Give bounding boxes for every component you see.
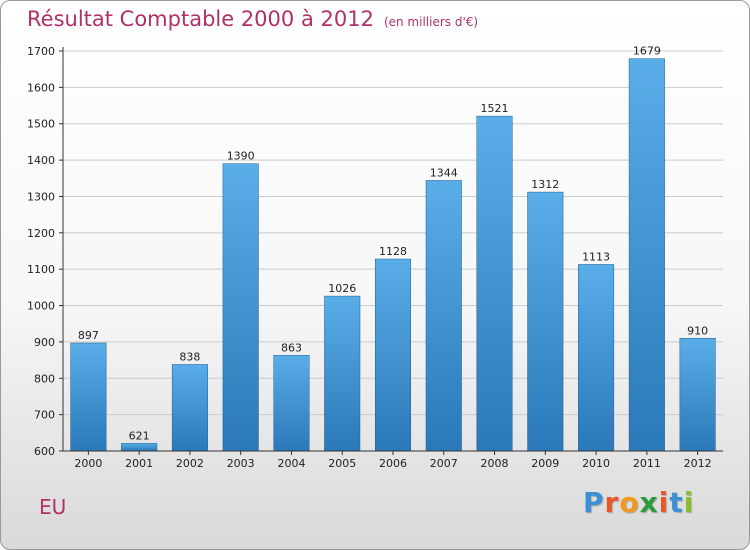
x-tick-label-2004: 2004 [277, 457, 305, 470]
data-label-2009: 1312 [531, 178, 559, 191]
data-label-2010: 1113 [582, 250, 610, 263]
x-tick-label-2011: 2011 [633, 457, 661, 470]
data-label-2011: 1679 [633, 45, 661, 58]
axes: 600 700 800 900 1000 1100 1200 1300 1400 1500 1600… [27, 45, 723, 470]
y-tick-label: 1300 [27, 190, 55, 203]
x-tick-label-2003: 2003 [227, 457, 255, 470]
x-tick-label-2000: 2000 [74, 457, 102, 470]
y-tick-label: 1600 [27, 81, 55, 94]
bar-2009 [527, 191, 564, 452]
y-tick-label: 1000 [27, 300, 55, 313]
bar-2010 [578, 264, 615, 452]
y-tick-label: 700 [34, 409, 55, 422]
chart-title-text: Résultat Comptable 2000 à 2012 [27, 7, 374, 31]
x-tick-label-2006: 2006 [379, 457, 407, 470]
y-tick-label: 1200 [27, 227, 55, 240]
data-label-2008: 1521 [481, 102, 509, 115]
y-tick-label: 1700 [27, 45, 55, 58]
data-label-2007: 1344 [430, 166, 458, 179]
bar-2008 [476, 115, 513, 452]
x-tick-label-2007: 2007 [430, 457, 458, 470]
bar-2000 [70, 342, 107, 452]
data-label-2000: 897 [78, 329, 99, 342]
data-label-2003: 1390 [227, 150, 255, 163]
chart-subtitle: (en milliers d'€) [383, 15, 479, 29]
proxiti-logo: Proxiti [583, 486, 694, 519]
logo-letter: o [619, 486, 640, 519]
bar-2007 [425, 180, 462, 452]
logo-letter: i [683, 486, 695, 519]
data-label-2006: 1128 [379, 245, 407, 258]
bar-2006 [374, 258, 412, 452]
bar-2004 [273, 355, 310, 452]
y-tick-label: 1400 [27, 154, 55, 167]
x-tick-label-2009: 2009 [531, 457, 559, 470]
logo-letter: x [639, 486, 659, 519]
bar-2012 [679, 338, 716, 452]
logo-letter: t [669, 486, 684, 519]
data-label-2012: 910 [687, 324, 708, 337]
bars: 897 621 838 1390 863 1026 1128 1344 1521 1312 1113… [70, 45, 716, 452]
bar-2001 [121, 443, 158, 452]
data-label-2005: 1026 [328, 282, 356, 295]
x-tick-label-2005: 2005 [328, 457, 356, 470]
logo-letter: i [658, 486, 670, 519]
location-label: EU [39, 495, 67, 519]
bar-2003 [222, 163, 259, 452]
logo-letter: r [604, 486, 620, 519]
y-tick-label: 800 [34, 372, 55, 385]
chart-title: Résultat Comptable 2000 à 2012 (en millie… [27, 7, 478, 31]
x-tick-label-2008: 2008 [481, 457, 509, 470]
data-label-2002: 838 [179, 350, 200, 363]
y-tick-label: 1500 [27, 118, 55, 131]
bar-2005 [324, 295, 361, 452]
x-tick-label-2012: 2012 [684, 457, 712, 470]
y-tick-label: 900 [34, 336, 55, 349]
y-tick-label: 1100 [27, 263, 55, 276]
x-tick-label-2002: 2002 [176, 457, 204, 470]
x-tick-label-2001: 2001 [125, 457, 153, 470]
y-tick-label: 600 [34, 445, 55, 458]
data-label-2001: 621 [129, 429, 150, 442]
x-tick-label-2010: 2010 [582, 457, 610, 470]
data-label-2004: 863 [281, 341, 302, 354]
bar-2011 [628, 58, 665, 452]
bar-2002 [171, 364, 208, 452]
logo-letter: P [583, 486, 605, 519]
